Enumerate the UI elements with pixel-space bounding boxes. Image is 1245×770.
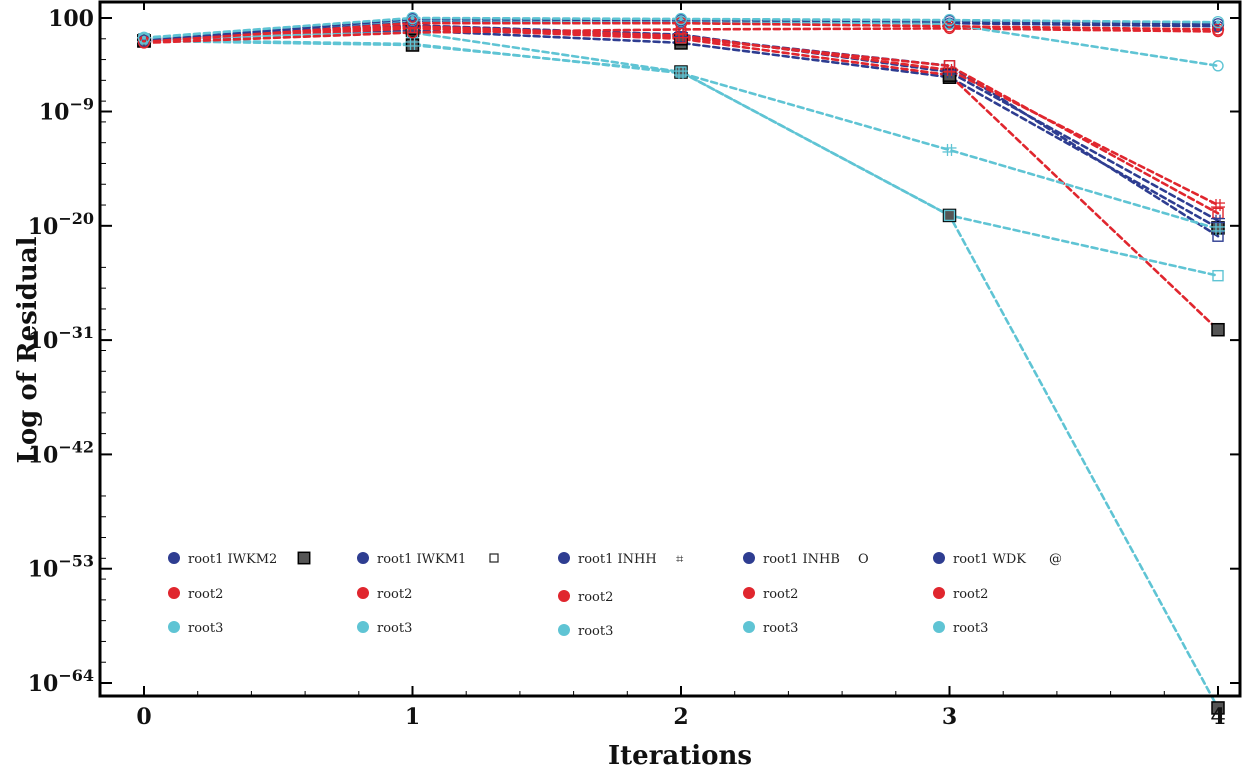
- legend-label: root3: [188, 621, 223, 636]
- y-tick-label: 10−9: [39, 95, 94, 126]
- legend-swatch: [933, 587, 945, 599]
- legend-label: root1 WDK: [953, 552, 1026, 567]
- y-tick-label: 100: [48, 6, 94, 32]
- data-point: [942, 143, 957, 156]
- data-point: [942, 63, 957, 76]
- series-line: [142, 38, 1220, 231]
- data-point: [1211, 221, 1225, 235]
- y-tick-label: 10−31: [28, 323, 94, 354]
- series-line: [142, 39, 1220, 710]
- legend-label: root1 IWKM1: [377, 552, 466, 567]
- series-layer: [142, 16, 1220, 710]
- y-tick-label: 10−20: [28, 209, 94, 240]
- data-point: [943, 13, 956, 27]
- data-point: [674, 65, 688, 79]
- x-tick-label: 0: [136, 704, 151, 730]
- legend-swatch: [743, 587, 755, 599]
- legend-label: root3: [377, 621, 412, 636]
- series-line: [142, 29, 1220, 230]
- data-point: [943, 60, 956, 72]
- data-point: [675, 66, 687, 78]
- y-tick-label: 10−53: [28, 552, 94, 583]
- legend-label: root3: [578, 624, 613, 639]
- legend: root1 IWKM2 root2 root3 root1 IWKM1 root2 roo…: [168, 551, 1062, 639]
- x-tick-label: 3: [942, 704, 957, 730]
- legend-label: root2: [953, 587, 988, 602]
- legend-swatch: [933, 552, 945, 564]
- legend-swatch: [168, 621, 180, 633]
- legend-method-marker: [489, 553, 499, 563]
- data-point: [137, 31, 151, 44]
- series-line: [142, 17, 1220, 43]
- y-axis-title: Log of Residual: [13, 236, 43, 463]
- legend-swatch: [357, 552, 369, 564]
- legend-label: root1 INHB: [763, 552, 840, 567]
- legend-method-marker: @: [1049, 552, 1062, 567]
- legend-label: root2: [377, 587, 412, 602]
- data-point: [1211, 16, 1225, 29]
- legend-swatch: [743, 552, 755, 564]
- legend-swatch: [743, 621, 755, 633]
- legend-label: root1 IWKM2: [188, 552, 277, 567]
- legend-swatch: [558, 552, 570, 564]
- series-line: [142, 16, 1220, 40]
- series-line: [142, 23, 1220, 222]
- legend-label: root2: [763, 587, 798, 602]
- legend-method-marker: [297, 551, 311, 565]
- data-point: [1212, 269, 1224, 282]
- plot-frame: [98, 0, 1242, 698]
- legend-label: root1 INHH: [578, 552, 657, 567]
- data-point: [1212, 60, 1224, 72]
- data-point: [674, 12, 688, 26]
- legend-swatch: [168, 552, 180, 564]
- axes: 0 1 2 3 4 100 10−9 10−20 10−31 10−42 10−53 10−64: [28, 2, 1240, 730]
- legend-method-marker: ⌗: [676, 552, 684, 567]
- data-point: [405, 37, 420, 50]
- series-line: [142, 26, 1220, 215]
- data-point: [1211, 322, 1225, 337]
- legend-label: root3: [763, 621, 798, 636]
- x-tick-label: 4: [1210, 704, 1225, 730]
- marker-layer: [137, 11, 1225, 715]
- series-line: [142, 21, 1220, 44]
- legend-swatch: [357, 587, 369, 599]
- data-point: [1211, 222, 1225, 235]
- legend-label: root2: [188, 587, 223, 602]
- legend-swatch: [357, 621, 369, 633]
- data-point: [674, 29, 688, 42]
- data-point: [406, 11, 419, 25]
- data-point: [1211, 701, 1225, 715]
- y-tick-label: 10−42: [28, 437, 94, 468]
- y-tick-label: 10−64: [28, 666, 94, 697]
- data-point: [406, 26, 419, 39]
- series-line: [142, 24, 1220, 207]
- data-point: [1211, 199, 1225, 212]
- x-axis-title: Iterations: [608, 741, 752, 770]
- series-line: [142, 27, 1220, 332]
- legend-swatch: [558, 624, 570, 636]
- series-line: [142, 27, 1220, 45]
- legend-label: root3: [953, 621, 988, 636]
- x-tick-label: 2: [673, 704, 688, 730]
- series-line: [142, 19, 1220, 44]
- legend-swatch: [933, 621, 945, 633]
- data-point: [674, 67, 688, 80]
- legend-label: root2: [578, 590, 613, 605]
- data-point: [943, 209, 956, 222]
- legend-method-marker: O: [858, 552, 869, 567]
- x-tick-label: 1: [405, 704, 420, 730]
- data-point: [405, 38, 420, 52]
- legend-swatch: [558, 590, 570, 602]
- legend-swatch: [168, 587, 180, 599]
- data-point: [942, 208, 957, 223]
